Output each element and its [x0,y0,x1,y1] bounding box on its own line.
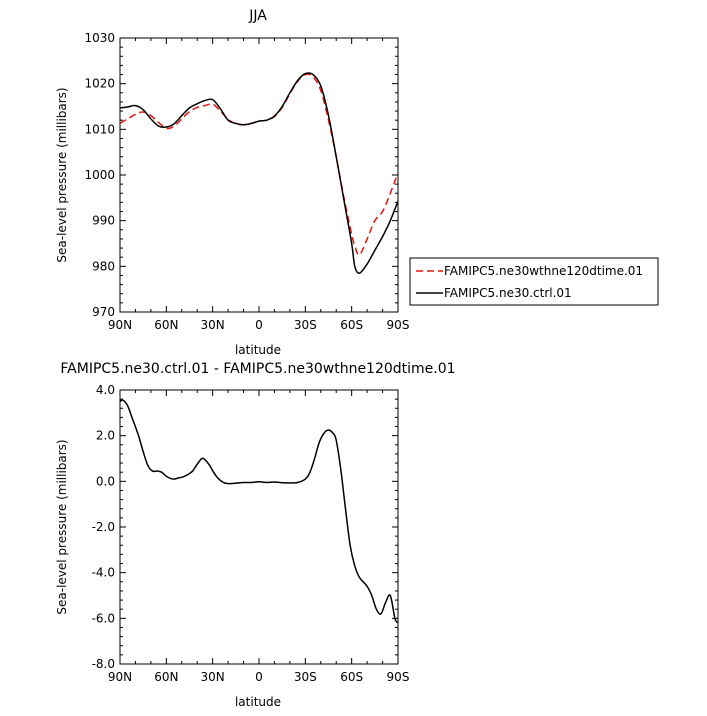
bottom-series-line-0 [119,399,399,624]
bottom-plot: FAMIPC5.ne30.ctrl.01 - FAMIPC5.ne30wthne… [55,361,456,709]
bottom-plot-axes: 90N 60N 30N 0 30S 60S 90S -8.0 -6.0 -4.0 -2.0 0.0 2.… [92,383,410,684]
top-x-tick-label: 30N [201,318,225,332]
top-y-tick-label: 980 [92,259,115,273]
top-x-tick-label: 90S [387,318,410,332]
bottom-y-tick-label: -4.0 [92,566,115,580]
top-x-axis-title: latitude [235,343,281,357]
bottom-y-tick-label: 0.0 [96,474,115,488]
bottom-x-tick-label: 30N [201,670,225,684]
top-y-tick-label: 1010 [84,122,115,136]
bottom-x-tick-label: 30S [294,670,317,684]
top-x-tick-label: 60N [154,318,178,332]
bottom-plot-series [119,399,399,624]
top-y-tick-label: 1030 [84,31,115,45]
bottom-y-tick-label: -8.0 [92,657,115,671]
top-x-tick-label: 0 [255,318,263,332]
top-y-tick-label: 1020 [84,77,115,91]
top-x-tick-label: 60S [340,318,363,332]
top-y-tick-label: 1000 [84,168,115,182]
top-plot-series [119,72,399,274]
bottom-y-tick-label: 4.0 [96,383,115,397]
bottom-x-tick-label: 60N [154,670,178,684]
top-series-line-1 [119,72,399,274]
legend-box [409,257,659,306]
bottom-y-tick-label: 2.0 [96,429,115,443]
bottom-x-tick-label: 90S [387,670,410,684]
top-plot-axes: 90N 60N 30N 0 30S 60S 90S 970 980 990 1000 1010 1020… [84,31,409,332]
top-plot-title: JJA [248,8,267,24]
top-y-tick-label: 990 [92,214,115,228]
legend-label-control: FAMIPC5.ne30.ctrl.01 [444,286,572,300]
top-x-tick-label: 90N [108,318,132,332]
bottom-y-tick-label: -2.0 [92,520,115,534]
bottom-x-axis-title: latitude [235,695,281,709]
bottom-y-tick-label: -6.0 [92,611,115,625]
legend-label-experiment: FAMIPC5.ne30wthne120dtime.01 [444,264,643,278]
bottom-x-tick-label: 90N [108,670,132,684]
bottom-plot-frame [119,389,399,665]
top-y-axis-title: Sea-level pressure (millibars) [55,87,69,262]
top-series-line-0 [119,73,399,256]
top-x-tick-label: 30S [294,318,317,332]
top-y-tick-label: 970 [92,305,115,319]
bottom-plot-title: FAMIPC5.ne30.ctrl.01 - FAMIPC5.ne30wthne… [60,361,455,377]
legend: FAMIPC5.ne30wthne120dtime.01 FAMIPC5.ne3… [409,257,659,306]
bottom-y-axis-title: Sea-level pressure (millibars) [55,439,69,614]
bottom-x-tick-label: 60S [340,670,363,684]
top-plot: JJA 90N 60N 30N 0 30S 60S 90S 970 980 990 1000 1010… [55,8,659,357]
bottom-x-tick-label: 0 [255,670,263,684]
